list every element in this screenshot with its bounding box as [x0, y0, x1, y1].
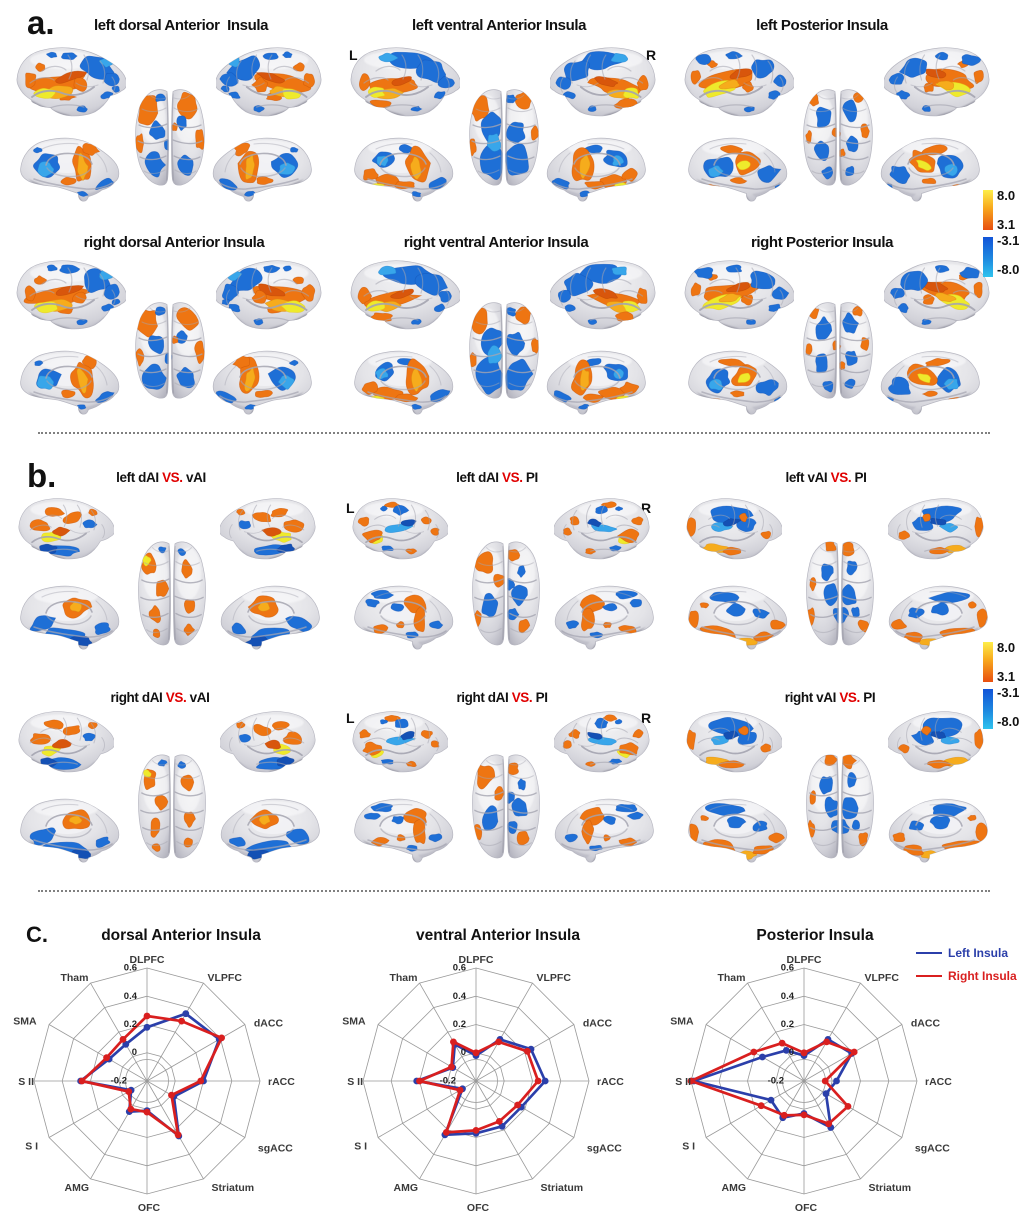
svg-text:0.6: 0.6	[781, 963, 794, 974]
svg-text:0.4: 0.4	[453, 991, 467, 1002]
svg-text:Tham: Tham	[389, 972, 417, 984]
svg-text:0.2: 0.2	[781, 1019, 794, 1030]
svg-text:AMG: AMG	[65, 1182, 90, 1194]
svg-text:S II: S II	[675, 1076, 691, 1088]
svg-text:S I: S I	[682, 1141, 695, 1153]
svg-text:rACC: rACC	[597, 1076, 624, 1088]
svg-text:0: 0	[132, 1047, 137, 1058]
svg-text:VLPFC: VLPFC	[537, 972, 572, 984]
svg-text:Tham: Tham	[717, 972, 745, 984]
svg-text:SMA: SMA	[670, 1016, 694, 1028]
svg-text:Striatum: Striatum	[869, 1182, 912, 1194]
svg-text:DLPFC: DLPFC	[787, 954, 822, 966]
svg-text:S II: S II	[347, 1076, 363, 1088]
svg-text:-0.2: -0.2	[768, 1076, 784, 1087]
svg-text:sgACC: sgACC	[587, 1143, 622, 1155]
svg-text:OFC: OFC	[467, 1202, 490, 1214]
svg-text:sgACC: sgACC	[915, 1143, 950, 1155]
svg-text:AMG: AMG	[722, 1182, 747, 1194]
svg-text:SMA: SMA	[342, 1016, 366, 1028]
svg-text:0.4: 0.4	[781, 991, 795, 1002]
svg-text:AMG: AMG	[394, 1182, 419, 1194]
svg-text:VLPFC: VLPFC	[865, 972, 900, 984]
svg-text:OFC: OFC	[138, 1202, 161, 1214]
svg-text:S II: S II	[18, 1076, 34, 1088]
svg-text:dACC: dACC	[254, 1018, 284, 1030]
svg-text:0.6: 0.6	[124, 963, 137, 974]
svg-text:SMA: SMA	[13, 1016, 37, 1028]
svg-text:S I: S I	[354, 1141, 367, 1153]
svg-text:-0.2: -0.2	[111, 1076, 127, 1087]
svg-text:rACC: rACC	[268, 1076, 295, 1088]
svg-text:Tham: Tham	[60, 972, 88, 984]
svg-text:0.4: 0.4	[124, 991, 138, 1002]
svg-text:-0.2: -0.2	[440, 1076, 456, 1087]
svg-text:0.2: 0.2	[453, 1019, 466, 1030]
svg-text:Striatum: Striatum	[212, 1182, 255, 1194]
svg-text:dACC: dACC	[911, 1018, 941, 1030]
svg-text:0.2: 0.2	[124, 1019, 137, 1030]
svg-text:VLPFC: VLPFC	[208, 972, 243, 984]
svg-text:S I: S I	[25, 1141, 38, 1153]
svg-text:OFC: OFC	[795, 1202, 818, 1214]
svg-text:rACC: rACC	[925, 1076, 952, 1088]
svg-text:sgACC: sgACC	[258, 1143, 293, 1155]
svg-text:Striatum: Striatum	[541, 1182, 584, 1194]
svg-text:DLPFC: DLPFC	[459, 954, 494, 966]
svg-text:dACC: dACC	[583, 1018, 613, 1030]
svg-text:DLPFC: DLPFC	[130, 954, 165, 966]
svg-text:0: 0	[461, 1047, 466, 1058]
svg-text:0: 0	[789, 1047, 794, 1058]
svg-text:0.6: 0.6	[453, 963, 466, 974]
